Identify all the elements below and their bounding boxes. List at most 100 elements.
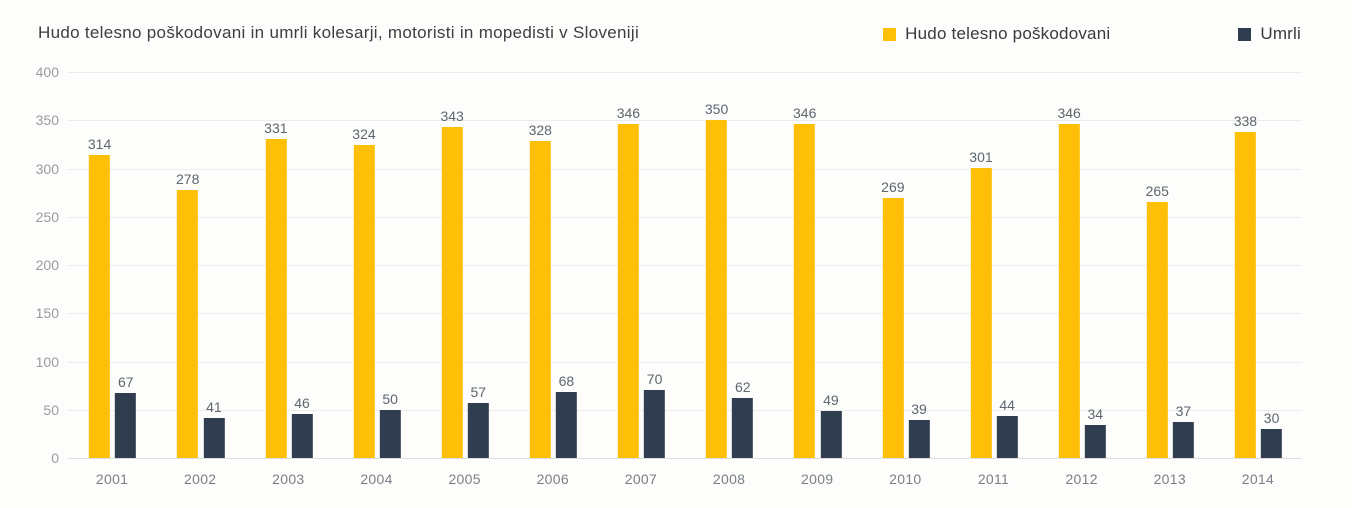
deaths-barwrap: 49 — [820, 392, 842, 458]
legend: Hudo telesno poškodovani Umrli — [883, 24, 1301, 44]
y-axis-tick-label: 350 — [35, 112, 59, 129]
deaths-barwrap: 50 — [379, 391, 401, 458]
deaths-value-label: 34 — [1087, 406, 1104, 422]
deaths-barwrap: 67 — [115, 375, 137, 458]
injured-barwrap: 343 — [440, 108, 464, 458]
injured-value-label: 346 — [793, 105, 817, 121]
deaths-bar — [467, 403, 489, 458]
injured-value-label: 331 — [264, 120, 288, 136]
x-axis-category-label: 2001 — [95, 471, 129, 487]
x-axis-category-label: 2014 — [1241, 471, 1275, 487]
bar-group: 269 39 2010 — [861, 72, 949, 487]
injured-value-label: 328 — [528, 122, 552, 138]
deaths-bar — [732, 398, 754, 458]
plot-area: 0 50 100 150 200 250 300 350 400 314 67 2001 278 41 20… — [36, 65, 1302, 487]
deaths-bar — [379, 410, 401, 458]
injured-value-label: 338 — [1233, 113, 1258, 129]
injured-bar — [1058, 124, 1080, 458]
gridline — [68, 458, 1302, 459]
injured-barwrap: 328 — [529, 123, 552, 458]
deaths-value-label: 50 — [382, 391, 398, 407]
x-axis-category-label: 2007 — [624, 471, 658, 487]
gridline — [68, 120, 1302, 122]
injured-bar — [89, 155, 111, 458]
y-axis-tick-label: 0 — [51, 450, 59, 466]
deaths-barwrap: 68 — [555, 373, 577, 458]
deaths-value-label: 49 — [823, 392, 839, 408]
deaths-value-label: 37 — [1175, 403, 1192, 419]
bar-pair: 278 41 — [176, 172, 225, 458]
deaths-bar — [644, 390, 666, 458]
x-axis-category-label: 2010 — [889, 471, 922, 487]
deaths-bar — [1172, 422, 1194, 458]
bar-group: 265 37 2013 — [1126, 72, 1214, 487]
bar-group: 314 67 2001 — [68, 72, 156, 487]
bar-pair: 324 50 — [352, 127, 401, 458]
injured-barwrap: 269 — [881, 179, 905, 458]
x-axis-category-label: 2009 — [801, 471, 834, 487]
x-axis-category-label: 2012 — [1065, 471, 1098, 487]
x-axis-category-label: 2002 — [184, 471, 217, 487]
deaths-barwrap: 39 — [908, 401, 930, 458]
bar-group: 328 68 2006 — [509, 72, 597, 487]
injured-value-label: 269 — [881, 179, 905, 195]
injured-bar — [529, 141, 551, 458]
deaths-barwrap: 30 — [1261, 411, 1283, 458]
legend-label-injured: Hudo telesno poškodovani — [905, 24, 1111, 43]
injured-barwrap: 324 — [352, 127, 376, 458]
bar-pair: 338 30 — [1234, 114, 1283, 458]
bar-group: 346 49 2009 — [773, 72, 861, 487]
deaths-value-label: 41 — [206, 399, 222, 415]
x-axis-category-label: 2006 — [536, 471, 569, 487]
deaths-value-label: 70 — [646, 371, 663, 387]
injured-bar — [970, 168, 992, 458]
y-axis-tick-label: 50 — [43, 401, 59, 418]
bar-group: 350 62 2008 — [685, 72, 773, 487]
injured-bar — [177, 190, 199, 458]
injured-value-label: 265 — [1145, 183, 1169, 199]
bar-group: 301 44 2011 — [949, 72, 1037, 487]
injured-barwrap: 331 — [264, 120, 288, 458]
deaths-bar — [996, 416, 1018, 458]
bar-pair: 346 34 — [1057, 106, 1106, 458]
y-axis-tick-label: 100 — [35, 353, 59, 370]
deaths-barwrap: 37 — [1172, 403, 1194, 458]
injured-barwrap: 301 — [969, 150, 993, 458]
gridline — [68, 313, 1302, 315]
bar-group: 324 50 2004 — [332, 72, 420, 487]
bar-group: 278 41 2002 — [156, 72, 244, 487]
deaths-value-label: 46 — [294, 395, 310, 411]
legend-item-deaths[interactable]: Umrli — [1238, 24, 1301, 44]
y-axis-tick-label: 250 — [35, 208, 59, 225]
bar-pair: 350 62 — [705, 102, 754, 458]
bar-pair: 328 68 — [529, 123, 577, 458]
y-axis-tick-label: 150 — [35, 305, 59, 322]
injured-bar — [1146, 202, 1168, 458]
deaths-bar — [1084, 425, 1106, 458]
legend-label-deaths: Umrli — [1260, 24, 1301, 43]
deaths-value-label: 57 — [470, 384, 487, 400]
injured-bar — [882, 198, 904, 458]
injured-bar — [441, 127, 463, 458]
bar-group: 338 30 2014 — [1214, 72, 1302, 487]
bar-group: 346 70 2007 — [597, 72, 685, 487]
deaths-value-label: 44 — [999, 397, 1015, 413]
bar-pair: 301 44 — [969, 150, 1018, 458]
injured-barwrap: 338 — [1234, 114, 1257, 458]
legend-item-injured[interactable]: Hudo telesno poškodovani — [883, 24, 1110, 44]
deaths-barwrap: 46 — [291, 395, 313, 458]
injured-barwrap: 350 — [705, 102, 728, 458]
deaths-value-label: 68 — [558, 373, 575, 389]
injured-value-label: 314 — [87, 136, 112, 152]
bar-group: 346 34 2012 — [1038, 72, 1126, 487]
gridline — [68, 168, 1302, 170]
deaths-bar — [1261, 429, 1283, 458]
deaths-value-label: 39 — [911, 401, 927, 417]
x-axis-category-label: 2005 — [448, 471, 481, 487]
deaths-bar — [820, 411, 842, 458]
injured-bar — [617, 124, 639, 458]
gridline — [68, 361, 1302, 363]
deaths-bar — [908, 420, 930, 458]
injured-value-label: 343 — [440, 108, 464, 124]
